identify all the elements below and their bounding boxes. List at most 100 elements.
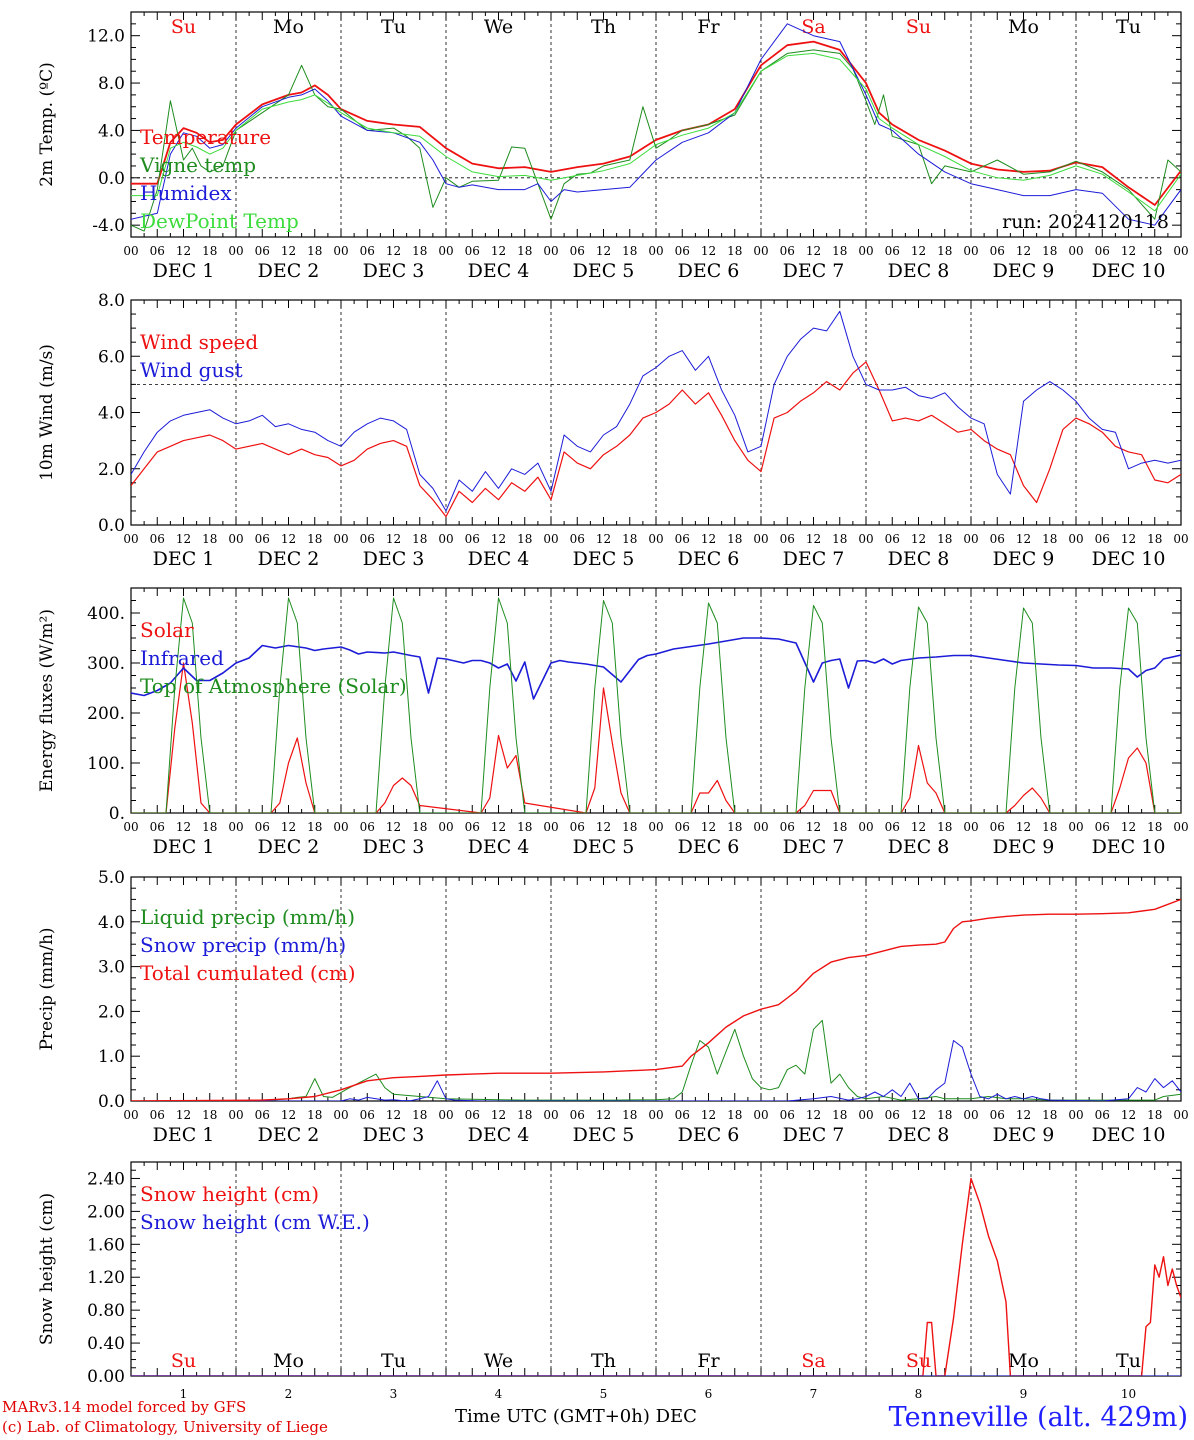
hour-tick-label: 06 — [360, 1108, 375, 1122]
hour-tick-label: 18 — [1042, 1108, 1057, 1122]
hour-tick-label: 12 — [1016, 1108, 1031, 1122]
hour-tick-label: 06 — [255, 244, 270, 258]
hour-tick-label: 12 — [701, 532, 716, 546]
day-of-week-label: Su — [171, 1350, 196, 1372]
day-of-week-label: Sa — [801, 16, 825, 38]
hour-tick-label: 18 — [622, 244, 637, 258]
hour-tick-label: 00 — [543, 244, 558, 258]
day-of-week-label: Fr — [697, 1350, 720, 1372]
date-label: DEC 8 — [888, 548, 950, 570]
hour-tick-label: 18 — [1042, 820, 1057, 834]
y-tick-label: 4.0 — [98, 121, 125, 141]
hour-tick-label: 12 — [1121, 532, 1136, 546]
hour-tick-label: 18 — [727, 1108, 742, 1122]
hour-tick-label: 06 — [990, 1108, 1005, 1122]
hour-tick-label: 00 — [123, 532, 138, 546]
hour-tick-label: 00 — [648, 532, 663, 546]
date-label: DEC 5 — [573, 836, 635, 858]
legend-entry: Wind gust — [140, 358, 243, 382]
hour-tick-label: 18 — [832, 244, 847, 258]
hour-tick-label: 00 — [438, 1108, 453, 1122]
hour-tick-label: 06 — [885, 532, 900, 546]
day-of-week-label: We — [484, 1350, 513, 1372]
hour-tick-label: 06 — [1095, 820, 1110, 834]
hour-tick-label: 18 — [1147, 1108, 1162, 1122]
hour-tick-label: 12 — [491, 532, 506, 546]
date-label: DEC 10 — [1092, 260, 1166, 282]
hour-tick-label: 12 — [281, 532, 296, 546]
hour-tick-label: 12 — [1121, 244, 1136, 258]
date-label: DEC 1 — [153, 1124, 215, 1146]
hour-tick-label: 00 — [753, 1108, 768, 1122]
hour-tick-label: 06 — [360, 532, 375, 546]
hour-tick-label: 06 — [1095, 1108, 1110, 1122]
model-credit: MARv3.14 model forced by GFS — [2, 1398, 247, 1416]
hour-tick-label: 18 — [832, 532, 847, 546]
hour-tick-label: 12 — [386, 1108, 401, 1122]
panel-3: 0. 100. 200. 300. 400. Energy fluxes (W/m²) 00… — [37, 587, 1189, 858]
date-label: DEC 6 — [678, 548, 740, 570]
y-axis-label: Snow height (cm) — [37, 1193, 57, 1345]
hour-tick-label: 00 — [648, 820, 663, 834]
hour-tick-label: 00 — [1173, 532, 1188, 546]
day-of-week-label: Tu — [1116, 1350, 1141, 1372]
y-tick-label: 1.60 — [87, 1235, 125, 1255]
hour-tick-label: 18 — [202, 532, 217, 546]
hour-tick-label: 00 — [858, 244, 873, 258]
hour-tick-label: 06 — [465, 244, 480, 258]
hour-tick-label: 06 — [465, 532, 480, 546]
hour-tick-label: 18 — [1147, 532, 1162, 546]
day-number-label: 7 — [810, 1387, 818, 1401]
hour-tick-label: 00 — [963, 244, 978, 258]
hour-tick-label: 00 — [1068, 820, 1083, 834]
hour-tick-label: 06 — [675, 532, 690, 546]
date-label: DEC 4 — [468, 836, 530, 858]
day-number-label: 1 — [180, 1387, 188, 1401]
legend-entry: Snow height (cm W.E.) — [140, 1210, 370, 1234]
date-label: DEC 8 — [888, 836, 950, 858]
legend-entry: Solar — [140, 618, 194, 642]
hour-tick-label: 12 — [386, 244, 401, 258]
date-label: DEC 7 — [783, 260, 845, 282]
hour-tick-label: 12 — [806, 1108, 821, 1122]
series-line-humidex — [131, 23, 1181, 226]
series-line-infrared — [131, 637, 1181, 700]
hour-tick-label: 06 — [990, 532, 1005, 546]
hour-tick-label: 06 — [675, 244, 690, 258]
day-of-week-label: Mo — [1008, 1350, 1039, 1372]
hour-tick-label: 06 — [675, 1108, 690, 1122]
hour-tick-label: 00 — [123, 244, 138, 258]
hour-tick-label: 00 — [858, 820, 873, 834]
hour-tick-label: 18 — [202, 1108, 217, 1122]
y-tick-label: 0.40 — [87, 1334, 125, 1354]
hour-tick-label: 12 — [1016, 532, 1031, 546]
hour-tick-label: 00 — [1068, 244, 1083, 258]
hour-tick-label: 12 — [281, 820, 296, 834]
y-tick-label: 0.0 — [98, 1092, 125, 1112]
hour-tick-label: 00 — [123, 1108, 138, 1122]
hour-tick-label: 00 — [753, 244, 768, 258]
date-label: DEC 3 — [363, 548, 425, 570]
hour-tick-label: 12 — [701, 1108, 716, 1122]
date-label: DEC 10 — [1092, 836, 1166, 858]
series-line-liquid-precip-mm-h — [131, 1019, 1181, 1101]
hour-tick-label: 00 — [1068, 532, 1083, 546]
hour-tick-label: 12 — [1016, 820, 1031, 834]
y-tick-label: 300. — [87, 654, 125, 674]
day-number-label: 6 — [705, 1387, 713, 1401]
date-label: DEC 8 — [888, 1124, 950, 1146]
hour-tick-label: 18 — [412, 820, 427, 834]
date-label: DEC 1 — [153, 260, 215, 282]
hour-tick-label: 18 — [412, 532, 427, 546]
series-line-wind-gust — [131, 310, 1181, 512]
y-tick-label: 0.00 — [87, 1367, 125, 1387]
y-tick-label: 400. — [87, 604, 125, 624]
hour-tick-label: 06 — [1095, 532, 1110, 546]
day-of-week-label: Mo — [273, 1350, 304, 1372]
y-tick-label: 1.0 — [98, 1047, 125, 1067]
hour-tick-label: 00 — [228, 1108, 243, 1122]
day-of-week-label: Mo — [273, 16, 304, 38]
y-tick-label: 6.0 — [98, 347, 125, 367]
hour-tick-label: 12 — [911, 820, 926, 834]
